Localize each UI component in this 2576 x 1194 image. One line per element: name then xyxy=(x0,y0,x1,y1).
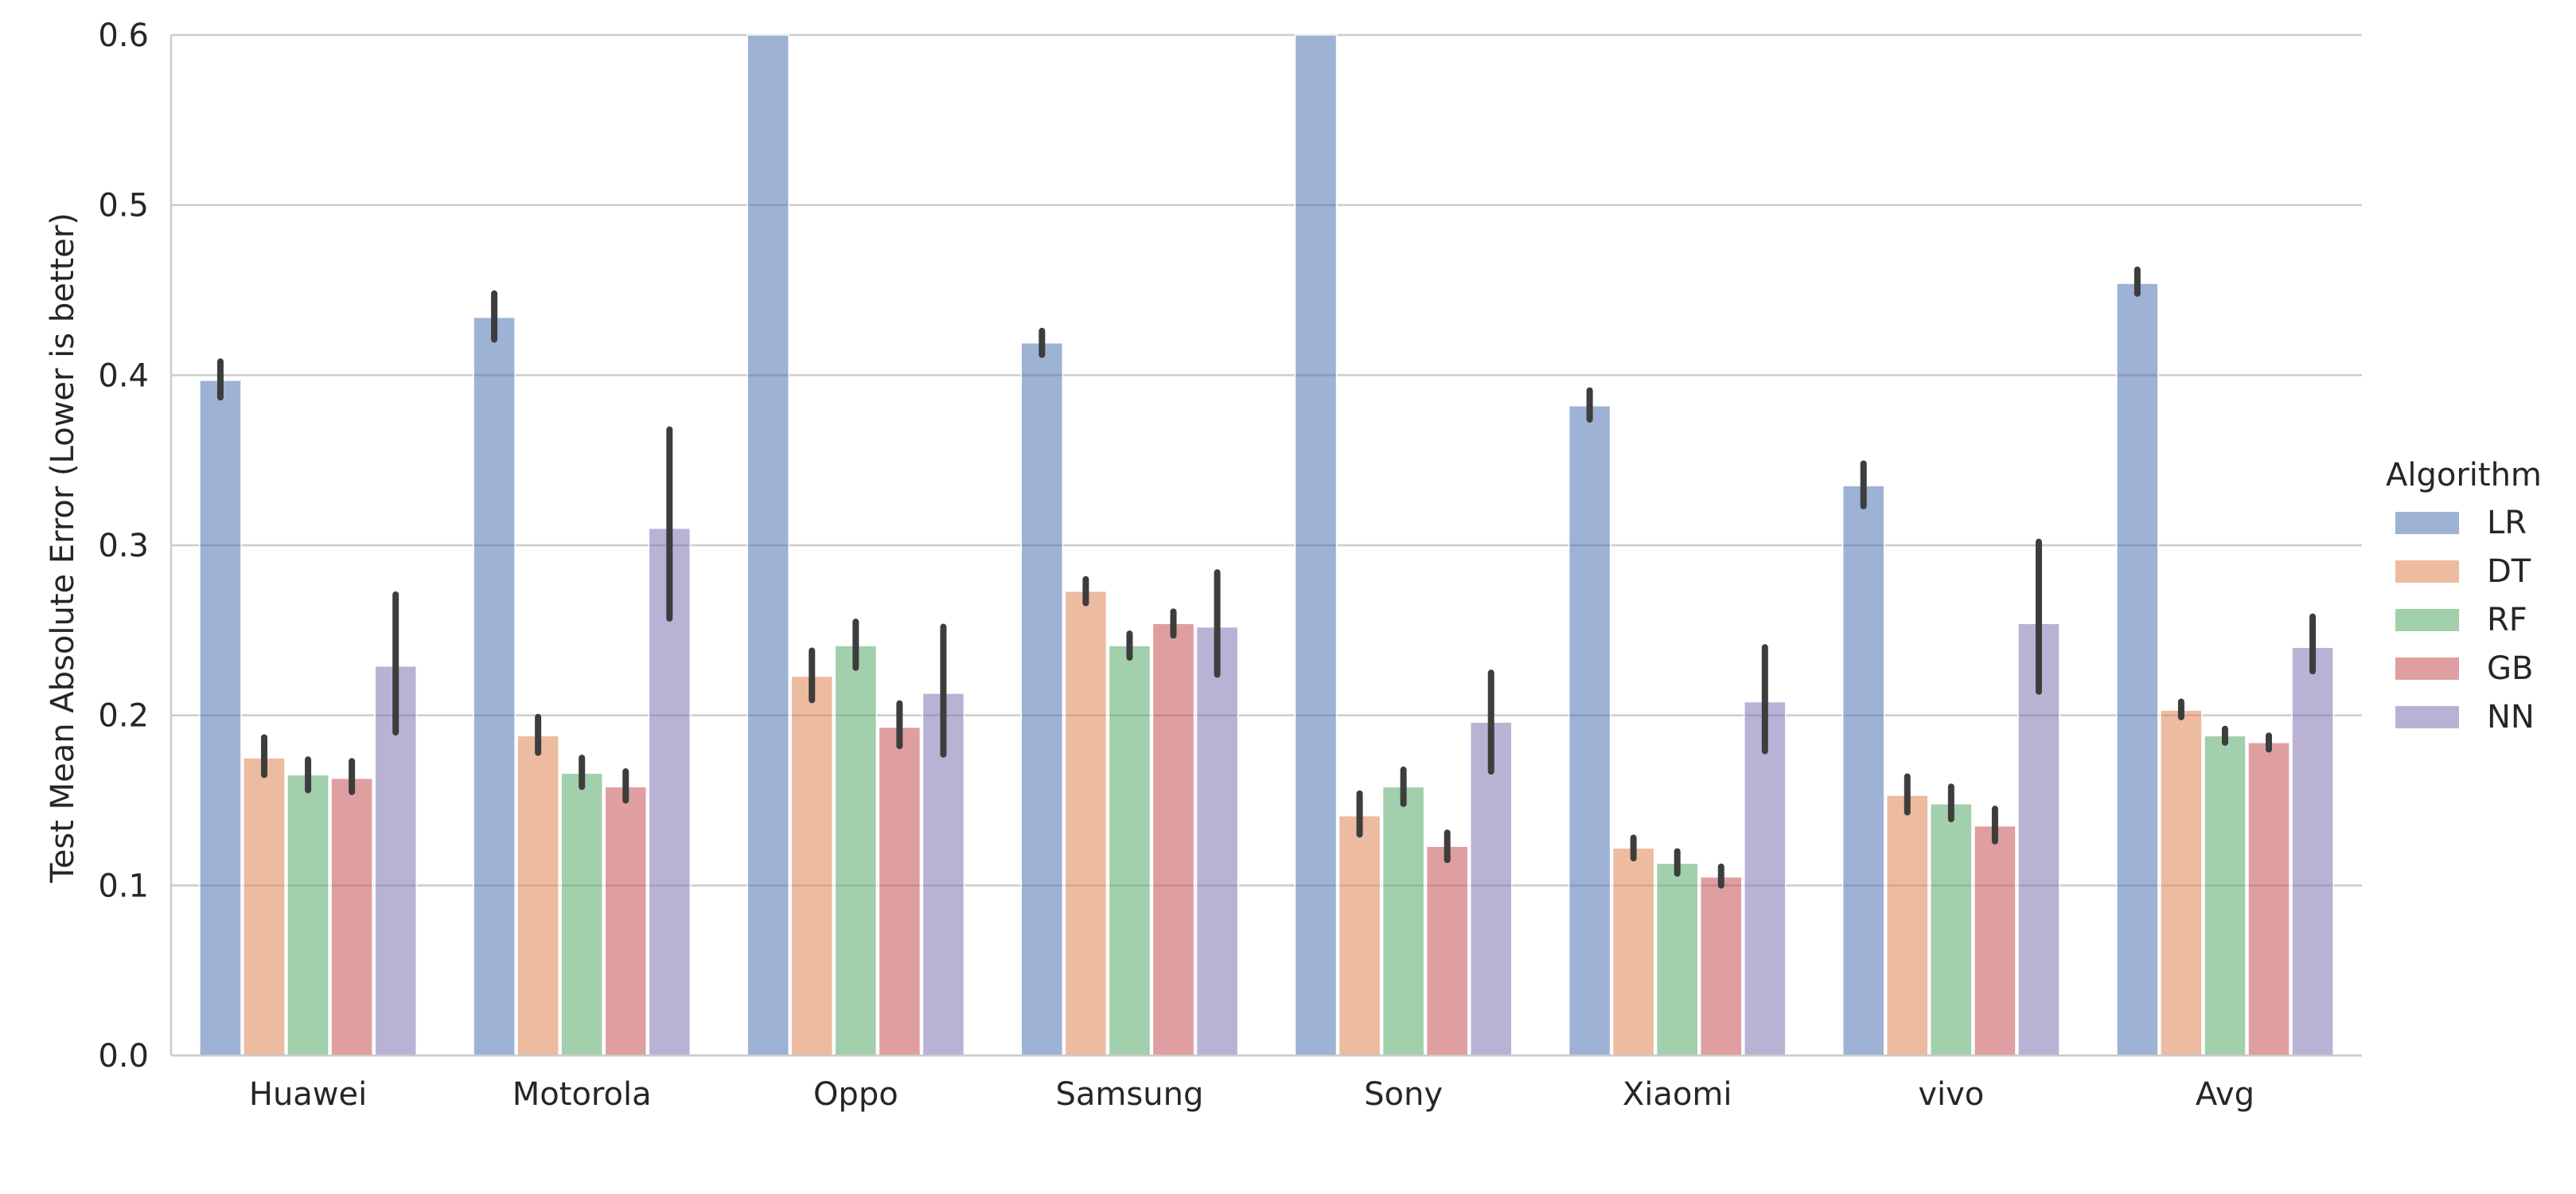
bar-gb xyxy=(1425,845,1469,1056)
legend-title: Algorithm xyxy=(2386,457,2542,494)
bar-nn xyxy=(2291,646,2334,1056)
bar-lr xyxy=(1020,341,1064,1056)
bar-rf xyxy=(1108,645,1152,1056)
x-tick-label: Avg xyxy=(2196,1076,2254,1113)
legend-swatch-gb xyxy=(2395,657,2459,680)
bar-rf xyxy=(560,772,603,1056)
x-tick-label: Oppo xyxy=(813,1076,898,1113)
legend-label-lr: LR xyxy=(2487,505,2527,541)
bar-lr xyxy=(2116,283,2159,1056)
x-tick-label: Motorola xyxy=(512,1076,652,1113)
bar-lr xyxy=(199,379,242,1056)
legend-label-rf: RF xyxy=(2487,602,2527,638)
bar-nn xyxy=(1744,700,1787,1056)
y-tick-label: 0.6 xyxy=(98,18,149,54)
bar-lr xyxy=(1841,485,1885,1056)
legend-swatch-lr xyxy=(2395,512,2459,534)
legend-label-nn: NN xyxy=(2487,699,2535,736)
y-tick-label: 0.3 xyxy=(98,528,149,564)
bar-dt xyxy=(2160,709,2203,1056)
y-tick-label: 0.1 xyxy=(98,868,149,904)
x-tick-labels: Huawei Motorola Oppo Samsung Sony Xiaomi vivo A… xyxy=(249,1076,2254,1113)
bar-nn xyxy=(1195,626,1239,1056)
bar-dt xyxy=(1338,814,1382,1056)
bar-rf xyxy=(1655,862,1699,1056)
y-tick-label: 0.2 xyxy=(98,698,149,735)
bar-gb xyxy=(1699,876,1743,1056)
legend-swatch-nn xyxy=(2395,706,2459,728)
bar-lr xyxy=(1568,405,1611,1056)
x-tick-label: Huawei xyxy=(249,1076,367,1113)
y-tick-label: 0.0 xyxy=(98,1038,149,1075)
bar-gb xyxy=(604,786,648,1056)
bar-dt xyxy=(1885,794,1929,1056)
legend-label-gb: GB xyxy=(2487,650,2533,687)
axes xyxy=(170,35,2362,1057)
bar-lr xyxy=(746,34,789,1056)
bar-dt xyxy=(790,675,834,1056)
x-tick-label: Xiaomi xyxy=(1623,1076,1732,1113)
error-bars xyxy=(216,266,2317,889)
y-axis-label: Test Mean Absolute Error (Lower is bette… xyxy=(45,213,81,884)
legend-swatch-rf xyxy=(2395,609,2459,631)
bar-dt xyxy=(1064,590,1108,1056)
bar-dt xyxy=(516,735,559,1056)
bar-rf xyxy=(286,774,329,1056)
legend-swatch-dt xyxy=(2395,560,2459,583)
bar-lr xyxy=(1294,34,1338,1056)
bar-gb xyxy=(1152,622,1195,1056)
legend-label-dt: DT xyxy=(2487,553,2531,590)
x-tick-label: Sony xyxy=(1364,1076,1443,1113)
legend: Algorithm LR DT RF GB NN xyxy=(2386,457,2542,736)
bar-gb xyxy=(1974,825,2017,1056)
bar-dt xyxy=(243,757,286,1056)
bar-rf xyxy=(2204,735,2247,1056)
bar-dt xyxy=(1611,847,1655,1056)
bars xyxy=(199,34,2334,1056)
bar-rf xyxy=(1930,803,1973,1056)
bar-rf xyxy=(834,645,878,1056)
y-tick-labels: 0.0 0.1 0.2 0.3 0.4 0.5 0.6 xyxy=(98,18,149,1075)
bar-gb xyxy=(330,777,373,1056)
bar-rf xyxy=(1382,786,1425,1056)
y-tick-label: 0.5 xyxy=(98,188,149,224)
y-tick-label: 0.4 xyxy=(98,357,149,394)
x-tick-label: Samsung xyxy=(1056,1076,1204,1113)
bar-gb xyxy=(2247,742,2290,1056)
bar-lr xyxy=(473,316,516,1056)
x-tick-label: vivo xyxy=(1918,1076,1984,1113)
bar-gb xyxy=(878,726,922,1056)
